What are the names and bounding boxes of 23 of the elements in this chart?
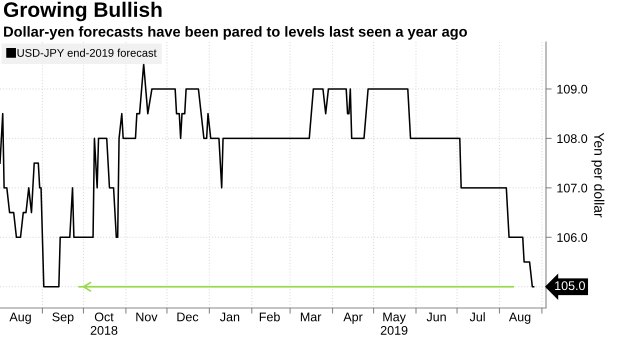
- y-tick-label: 107.0: [557, 184, 588, 193]
- x-tick-label: Nov: [136, 312, 158, 322]
- x-tick-label: Mar: [300, 312, 322, 322]
- y-axis-title: Yen per dollar: [591, 132, 604, 218]
- chart-title: Growing Bullish: [4, 2, 162, 22]
- x-tick-label: Jul: [470, 312, 485, 322]
- x-tick-label: Sep: [52, 312, 74, 324]
- y-tick-label: 106.0: [557, 233, 588, 242]
- y-tick-label: 109.0: [557, 84, 588, 94]
- x-tick-label: Dec: [177, 312, 198, 322]
- x-tick-label: Aug: [9, 312, 31, 324]
- chart-subtitle: Dollar-yen forecasts have been pared to levels last seen a year ago: [4, 26, 467, 40]
- x-tick-label: Oct 2018: [90, 312, 118, 335]
- annotation: 105.0: [555, 281, 585, 290]
- x-tick-label: Jan: [220, 312, 240, 322]
- x-tick-label: Feb: [260, 312, 280, 322]
- y-tick-label: 108.0: [557, 134, 588, 144]
- x-tick-label: Apr: [343, 312, 363, 324]
- x-tick-label: Aug: [508, 312, 530, 324]
- x-tick-label: May 2019: [380, 312, 408, 335]
- legend-label: USD-JPY end-2019 forecast: [18, 48, 157, 57]
- x-tick-label: Jun: [426, 312, 446, 322]
- line-series: [0, 63, 534, 288]
